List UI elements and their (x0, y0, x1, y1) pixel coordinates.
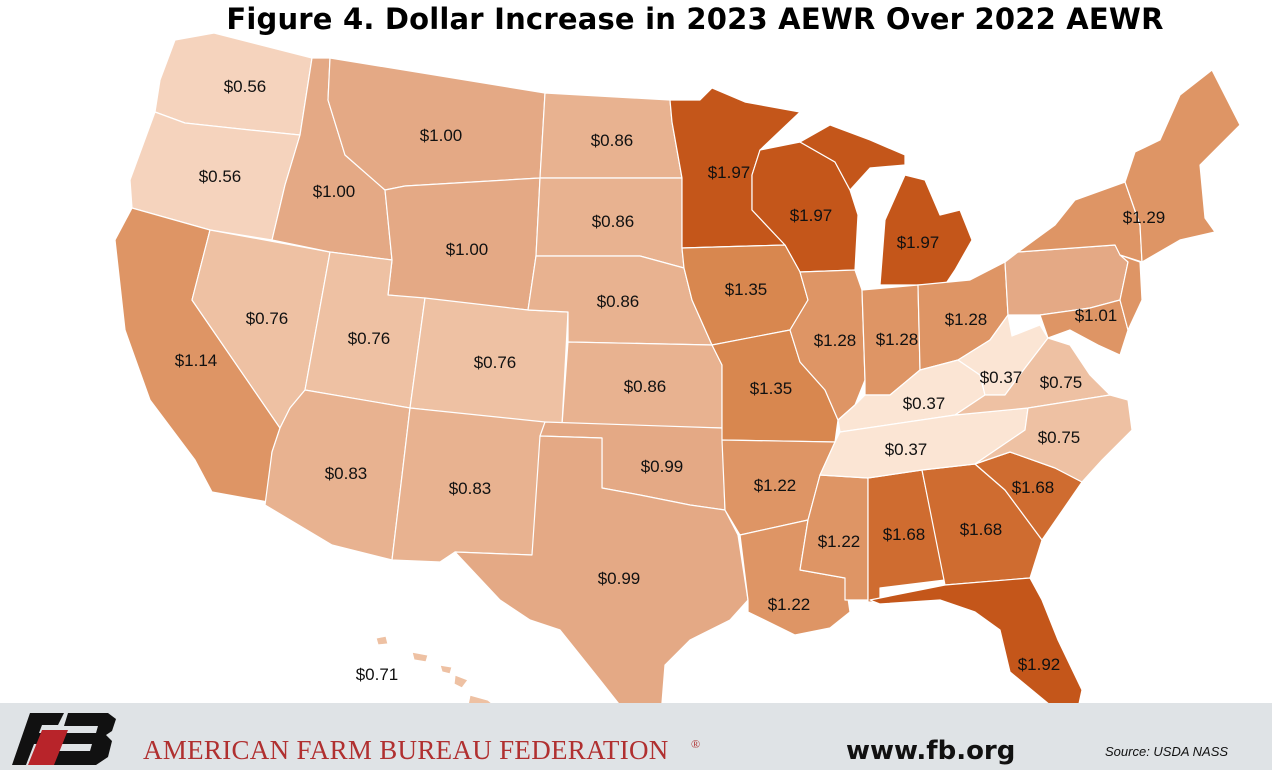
value-label-georgia: $1.68 (960, 520, 1003, 539)
value-label-oklahoma: $0.99 (641, 457, 684, 476)
value-label-montana: $1.00 (420, 126, 463, 145)
value-label-utah: $0.76 (348, 329, 391, 348)
value-label-virginia: $0.75 (1040, 373, 1083, 392)
value-label-iowa: $1.35 (725, 280, 768, 299)
source-note: Source: USDA NASS (1105, 744, 1229, 759)
value-label-colorado: $0.76 (474, 353, 517, 372)
value-label-south-carolina: $1.68 (1012, 478, 1055, 497)
value-label-illinois: $1.28 (814, 331, 857, 350)
value-label-louisiana: $1.22 (768, 595, 811, 614)
value-label-arizona: $0.83 (325, 464, 368, 483)
value-label-kentucky: $0.37 (903, 394, 946, 413)
value-label-washington: $0.56 (224, 77, 267, 96)
value-label-nevada: $0.76 (246, 309, 289, 328)
value-label-indiana: $1.28 (876, 330, 919, 349)
state-michigan (879, 174, 973, 286)
value-label-arkansas: $1.22 (754, 476, 797, 495)
state-hawaii-3 (439, 664, 453, 675)
state-hawaii-1 (375, 635, 389, 646)
value-label-texas: $0.99 (598, 569, 641, 588)
value-label-florida: $1.92 (1018, 655, 1061, 674)
page-title: Figure 4. Dollar Increase in 2023 AEWR O… (226, 2, 1164, 36)
state-north-carolina (974, 394, 1133, 483)
state-texas (454, 435, 749, 705)
footer-bar: AMERICAN FARM BUREAU FEDERATION ® www.fb… (0, 703, 1272, 770)
state-maryland-delaware (1039, 299, 1129, 356)
value-label-california: $1.14 (175, 351, 218, 370)
value-label-missouri: $1.35 (750, 379, 793, 398)
state-hawaii-5 (467, 694, 495, 705)
value-label-wisconsin: $1.97 (790, 206, 833, 225)
value-label-kansas: $0.86 (624, 377, 667, 396)
value-label-new-mexico: $0.83 (449, 479, 492, 498)
registered-mark: ® (691, 737, 701, 751)
value-label-oregon: $0.56 (199, 167, 242, 186)
fb-logo-icon (12, 713, 116, 765)
value-label-idaho: $1.00 (313, 182, 356, 201)
us-map: $0.56 $0.56 $1.14 $0.76 $1.00 $1.00 $1.0… (114, 32, 1241, 705)
state-new-england (1124, 69, 1241, 263)
state-new-jersey (1119, 254, 1143, 331)
state-florida (869, 577, 1083, 705)
value-label-ohio: $1.28 (945, 310, 988, 329)
state-colorado (409, 297, 569, 426)
value-label-pennsylvania: $1.01 (1075, 306, 1118, 325)
value-label-mississippi: $1.22 (818, 532, 861, 551)
value-label-tennessee: $0.37 (885, 440, 928, 459)
value-label-minnesota: $1.97 (708, 163, 751, 182)
organization-name: AMERICAN FARM BUREAU FEDERATION (143, 735, 669, 765)
value-label-west-virginia: $0.37 (980, 368, 1023, 387)
value-label-northeast: $1.29 (1123, 208, 1166, 227)
state-hawaii-2 (411, 651, 429, 663)
value-label-north-carolina: $0.75 (1038, 428, 1081, 447)
value-label-michigan: $1.97 (897, 233, 940, 252)
value-label-nebraska: $0.86 (597, 292, 640, 311)
website-link[interactable]: www.fb.org (846, 736, 1016, 766)
state-michigan-upper (799, 124, 906, 191)
value-label-south-dakota: $0.86 (592, 212, 635, 231)
state-hawaii-4 (453, 674, 469, 689)
value-label-hawaii: $0.71 (356, 665, 399, 684)
value-label-north-dakota: $0.86 (591, 131, 634, 150)
value-label-wyoming: $1.00 (446, 240, 489, 259)
value-label-alabama: $1.68 (883, 525, 926, 544)
